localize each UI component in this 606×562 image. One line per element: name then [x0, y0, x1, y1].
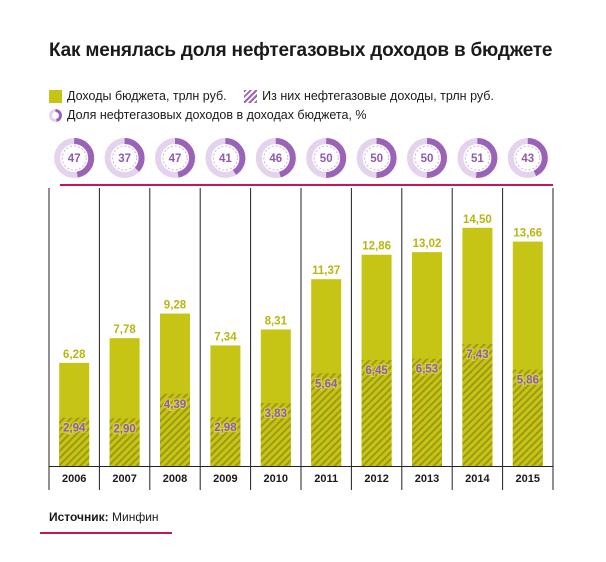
share-ring-fill-2015: [507, 138, 548, 178]
label-oil-2006: 2,94: [63, 423, 86, 435]
x-tick-2007: 2007: [112, 473, 136, 485]
bar-oil-2006: [59, 417, 90, 466]
bar-oil-2015: [512, 369, 543, 466]
bar-oil-2007: [109, 418, 140, 466]
x-tick-2015: 2015: [516, 473, 540, 485]
label-oil-2013: 6,53: [416, 364, 438, 376]
share-ring-fill-2010: [255, 138, 296, 178]
legend-swatch-share-icon: [49, 108, 62, 122]
x-tick-2012: 2012: [364, 473, 388, 485]
share-ring-inner-2014: [464, 145, 490, 171]
x-tick-labels: 2006 2007 2008 2009 2010 2011 2012 2013 2014 2015: [62, 473, 540, 485]
label-total-2011: 11,37: [312, 265, 340, 277]
share-ring-fill-2006: [54, 138, 95, 178]
gridlines: [48, 184, 554, 490]
bar-oil-2012: [361, 360, 392, 466]
share-rings: 47 37 47 41 46 50 50 50 51 43: [54, 138, 548, 178]
x-tick-2006: 2006: [62, 473, 86, 485]
legend-swatch-oil: [244, 89, 258, 103]
source-underline: [40, 532, 172, 534]
share-ring-inner-2006: [61, 145, 87, 171]
share-ring-fill-2013: [407, 138, 447, 178]
legend-label-total: Доходы бюджета, трлн руб.: [67, 89, 227, 103]
label-oil-2008: 4,39: [164, 399, 186, 411]
chart-title: Как менялась доля нефтегазовых доходов в…: [49, 40, 553, 61]
share-label-2007: 37: [118, 153, 131, 165]
share-label-2011: 50: [320, 153, 333, 165]
share-ring-fill-2014: [457, 138, 498, 178]
label-oil-2014: 7,43: [466, 349, 488, 361]
legend-item-oil: Из них нефтегазовые доходы, трлн руб.: [244, 88, 494, 104]
share-ring-fill-2009: [205, 138, 246, 178]
legend-label-share: Доля нефтегазовых доходов в доходах бюдж…: [67, 108, 367, 122]
x-tick-2011: 2011: [314, 473, 338, 485]
x-tick-2008: 2008: [163, 473, 187, 485]
source-label: Источник:: [49, 510, 109, 524]
label-total-2014: 14,50: [463, 214, 492, 226]
legend-share: Доля нефтегазовых доходов в доходах бюдж…: [49, 107, 380, 126]
bar-oil-2010: [260, 403, 291, 466]
share-label-2006: 47: [68, 153, 81, 165]
share-label-2014: 51: [471, 153, 484, 165]
label-total-2013: 13,02: [413, 238, 442, 250]
x-tick-2010: 2010: [264, 473, 288, 485]
label-total-2007: 7,78: [113, 324, 136, 336]
label-total-2008: 9,28: [164, 300, 187, 312]
bars: [59, 227, 543, 466]
label-oil-2010: 3,83: [265, 408, 287, 420]
label-oil-2011: 5,64: [315, 378, 338, 390]
share-ring-inner-2010: [263, 145, 289, 171]
share-ring-inner-2008: [162, 145, 188, 171]
share-ring-inner-2012: [364, 145, 390, 171]
share-label-2010: 46: [269, 153, 282, 165]
share-label-2012: 50: [370, 153, 383, 165]
share-label-2013: 50: [421, 153, 434, 165]
legend-item-total: Доходы бюджета, трлн руб.: [49, 88, 227, 104]
bar-oil-2014: [462, 343, 493, 466]
legend-item-share: Доля нефтегазовых доходов в доходах бюдж…: [49, 107, 366, 123]
share-ring-fill-2011: [306, 138, 347, 178]
bar-oil-2008: [160, 393, 190, 466]
bar-oil-2011: [311, 373, 342, 466]
share-ring-inner-2009: [212, 145, 238, 171]
data-labels: 6,28 2,94 7,78 2,90 9,28 4,39 7,34 2,98 8,31 3,83…: [62, 214, 542, 437]
share-ring-fill-2012: [356, 138, 397, 178]
label-total-2009: 7,34: [214, 331, 237, 343]
legend-swatch-total: [49, 89, 62, 103]
source-value: Минфин: [112, 510, 159, 524]
label-oil-2007: 2,90: [113, 423, 135, 435]
share-label-2009: 41: [219, 153, 232, 165]
legend: Доходы бюджета, трлн руб. Из них нефтега…: [49, 88, 508, 107]
label-oil-2009: 2,98: [214, 422, 237, 434]
bar-oil-2013: [412, 358, 442, 466]
label-total-2006: 6,28: [63, 349, 86, 361]
legend-label-oil: Из них нефтегазовые доходы, трлн руб.: [262, 89, 494, 103]
label-total-2012: 12,86: [362, 241, 391, 253]
share-label-2015: 43: [521, 153, 534, 165]
source-note: Источник: Минфин: [49, 510, 159, 524]
share-ring-fill-2008: [155, 138, 195, 178]
x-tick-2013: 2013: [415, 473, 439, 485]
label-total-2010: 8,31: [265, 315, 288, 327]
share-ring-inner-2007: [112, 145, 138, 171]
share-ring-fill-2007: [104, 138, 145, 178]
bar-oil-2009: [210, 417, 241, 466]
label-oil-2015: 5,86: [517, 375, 539, 387]
x-tick-2009: 2009: [213, 473, 237, 485]
share-ring-inner-2013: [414, 145, 440, 171]
x-tick-2014: 2014: [465, 473, 490, 485]
share-ring-inner-2011: [313, 145, 339, 171]
share-ring-inner-2015: [515, 145, 541, 171]
share-label-2008: 47: [169, 153, 182, 165]
label-total-2015: 13,66: [513, 228, 542, 240]
label-oil-2012: 6,45: [365, 365, 388, 377]
